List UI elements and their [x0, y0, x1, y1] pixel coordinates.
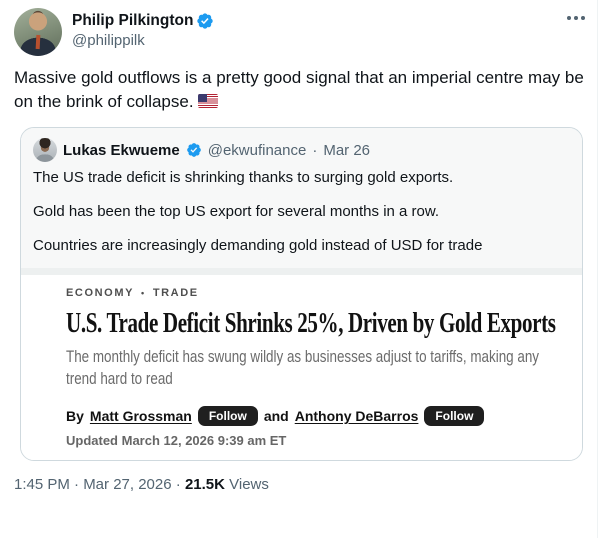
- quoted-tweet-card[interactable]: Lukas Ekwueme @ekwufinance · Mar 26 The …: [20, 127, 583, 461]
- article-media-top-band: [21, 268, 582, 275]
- byline-author-link[interactable]: Anthony DeBarros: [294, 408, 419, 424]
- views-count: 21.5K: [184, 476, 225, 493]
- footer-separator: ·: [175, 476, 181, 493]
- us-flag-icon: [198, 94, 219, 108]
- follow-button[interactable]: Follow: [197, 406, 258, 426]
- tweet-text-content: Massive gold outflows is a pretty good s…: [14, 68, 584, 111]
- timeline-column-divider: [597, 0, 598, 538]
- article-kicker-section: ECONOMY: [66, 287, 135, 299]
- author-names: Philip Pilkington @philippilk: [72, 8, 559, 51]
- follow-button[interactable]: Follow: [424, 406, 485, 426]
- quoted-author-avatar[interactable]: [33, 138, 57, 162]
- quoted-paragraph: Countries are increasingly demanding gol…: [33, 237, 483, 254]
- article-byline: By Matt Grossman Follow and Anthony DeBa…: [66, 406, 568, 426]
- more-icon[interactable]: [559, 8, 587, 28]
- author-avatar[interactable]: [14, 8, 62, 56]
- author-display-name[interactable]: Philip Pilkington: [72, 12, 194, 29]
- quoted-paragraph: The US trade deficit is shrinking thanks…: [33, 169, 454, 186]
- quoted-author-display-name[interactable]: Lukas Ekwueme: [63, 141, 180, 159]
- quoted-meta-separator: ·: [312, 141, 318, 159]
- views-label: Views: [229, 476, 269, 493]
- author-handle[interactable]: @philippilk: [72, 32, 145, 49]
- article-kicker-separator: •: [141, 288, 146, 298]
- article-kicker-topic: TRADE: [152, 287, 199, 299]
- tweet-timestamp: 1:45 PM · Mar 27, 2026: [14, 476, 172, 493]
- quoted-tweet-body: Lukas Ekwueme @ekwufinance · Mar 26 The …: [21, 128, 582, 268]
- quoted-tweet-header: Lukas Ekwueme @ekwufinance · Mar 26: [33, 138, 570, 162]
- tweet-container: Philip Pilkington @philippilk Massive go…: [0, 0, 601, 495]
- article-updated-timestamp: Updated March 12, 2026 9:39 am ET: [66, 433, 287, 448]
- byline-author-link[interactable]: Matt Grossman: [89, 408, 192, 424]
- byline-conjunction: and: [263, 408, 289, 424]
- quoted-verified-badge-icon: [186, 142, 202, 158]
- quoted-tweet-date[interactable]: Mar 26: [323, 141, 371, 159]
- verified-badge-icon: [196, 12, 214, 30]
- tweet-footer: 1:45 PM · Mar 27, 2026 · 21.5K Views: [14, 475, 587, 495]
- byline-prefix: By: [66, 408, 84, 424]
- tweet-header: Philip Pilkington @philippilk: [14, 8, 587, 56]
- article-headline: U.S. Trade Deficit Shrinks 25%, Driven b…: [66, 307, 556, 339]
- article-kicker: ECONOMY • TRADE: [66, 287, 568, 299]
- tweet-text: Massive gold outflows is a pretty good s…: [14, 66, 587, 114]
- quoted-paragraph: Gold has been the top US export for seve…: [33, 203, 440, 220]
- quoted-tweet-text: The US trade deficit is shrinking thanks…: [33, 168, 570, 256]
- article-preview[interactable]: ECONOMY • TRADE U.S. Trade Deficit Shrin…: [21, 275, 582, 460]
- quoted-author-handle[interactable]: @ekwufinance: [207, 141, 307, 159]
- article-subhead: The monthly deficit has swung wildly as …: [66, 347, 540, 388]
